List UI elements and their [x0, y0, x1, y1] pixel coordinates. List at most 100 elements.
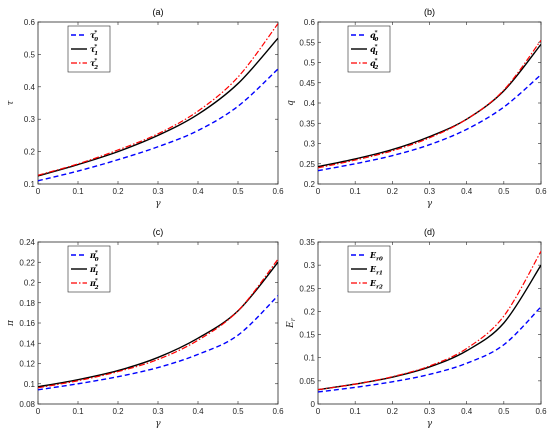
y-tick-label: 0.6: [24, 18, 36, 27]
legend-label: Er2: [369, 278, 383, 291]
x-tick-label: 0.5: [498, 187, 510, 196]
x-tick-label: 0.6: [272, 187, 284, 196]
y-tick-label: 0: [311, 400, 316, 409]
y-tick-label: 0.12: [19, 360, 35, 369]
legend-label: q* 0: [370, 30, 378, 43]
series-line-π1*: [38, 261, 278, 388]
x-tick-label: 0.2: [387, 407, 399, 416]
y-tick-label: 0.3: [304, 261, 316, 270]
legend: q* 0q* 1q* 2: [347, 25, 391, 73]
y-tick-label: 0.08: [19, 400, 35, 409]
x-tick-label: 0.5: [232, 407, 244, 416]
panel-label: (d): [424, 227, 435, 237]
series-line-Er2: [318, 250, 541, 391]
legend-label: τ* 0: [90, 30, 98, 43]
y-tick-label: 0.35: [299, 238, 315, 247]
y-tick-label: 0.5: [24, 50, 36, 59]
series-line-τ1*: [38, 37, 278, 177]
x-tick-label: 0.1: [72, 187, 84, 196]
x-tick-label: 0.4: [192, 187, 204, 196]
series-line-π2*: [38, 258, 278, 389]
x-tick-label: 0.2: [112, 187, 124, 196]
x-tick-label: 0.5: [232, 187, 244, 196]
legend-label: τ* 1: [90, 44, 98, 57]
series-line-τ0*: [38, 68, 278, 182]
y-tick-label: 0.1: [24, 180, 36, 189]
y-tick-label: 0.3: [24, 115, 36, 124]
y-tick-label: 0.24: [19, 238, 35, 247]
panel-label: (b): [424, 7, 435, 17]
chart-panel-b: (b) 0 0.1 0.2 0.3 0.4 0.5 0.6 0.2 0.25 0.3 0.35 0.4 0…: [286, 7, 547, 209]
series-line-q0*: [318, 74, 541, 172]
x-tick-label: 0.4: [461, 187, 473, 196]
y-axis-label: Er: [286, 317, 297, 329]
x-tick-label: 0.6: [535, 407, 547, 416]
y-tick-label: 0.14: [19, 339, 35, 348]
x-tick-label: 0.6: [272, 407, 284, 416]
series-line-Er0: [318, 306, 541, 393]
panel-label: (c): [153, 227, 164, 237]
x-axis-label: γ: [427, 199, 433, 209]
legend-label: τ* 2: [90, 58, 98, 71]
y-tick-label: 0.45: [299, 79, 315, 88]
y-axis-label: τ: [6, 99, 16, 105]
y-tick-label: 0.3: [304, 140, 316, 149]
x-tick-label: 0: [36, 407, 41, 416]
y-tick-label: 0.2: [304, 307, 316, 316]
legend-label: π* 2: [89, 278, 99, 291]
x-tick-label: 0.3: [424, 407, 436, 416]
legend-label: Er1: [369, 264, 383, 277]
x-axis-label: γ: [155, 419, 161, 429]
y-axis-label: q: [286, 100, 296, 106]
y-tick-label: 0.4: [24, 83, 36, 92]
y-tick-label: 0.55: [299, 38, 315, 47]
y-tick-label: 0.4: [304, 99, 316, 108]
y-tick-label: 0.2: [24, 279, 36, 288]
x-tick-label: 0.5: [498, 407, 510, 416]
x-tick-label: 0.2: [387, 187, 399, 196]
x-tick-label: 0: [36, 187, 41, 196]
x-axis-label: γ: [155, 199, 161, 209]
y-tick-label: 0.16: [19, 319, 35, 328]
legend-label: q* 2: [370, 58, 378, 71]
legend: π* 0π* 1π* 2: [67, 245, 111, 293]
y-tick-label: 0.22: [19, 258, 35, 267]
x-tick-label: 0.1: [72, 407, 84, 416]
x-tick-label: 0.4: [461, 407, 473, 416]
x-tick-label: 0: [316, 407, 321, 416]
x-tick-label: 0.2: [112, 407, 124, 416]
y-tick-label: 0.35: [299, 119, 315, 128]
y-tick-label: 0.25: [299, 160, 315, 169]
y-tick-label: 0.6: [304, 18, 316, 27]
x-tick-label: 0.3: [424, 187, 436, 196]
y-tick-label: 0.1: [304, 354, 316, 363]
x-tick-label: 0.4: [192, 407, 204, 416]
series-line-τ2*: [38, 23, 278, 176]
y-tick-label: 0.25: [299, 284, 315, 293]
chart-panel-d: (d) 0 0.1 0.2 0.3 0.4 0.5 0.6 0 0.05 0.1 0.15 0.2 0.2…: [286, 227, 547, 429]
x-tick-label: 0: [316, 187, 321, 196]
series-line-π0*: [38, 295, 278, 391]
x-tick-label: 0.3: [152, 407, 164, 416]
series-line-q2*: [318, 39, 541, 169]
chart-panel-a: (a)0 0.1 0.2 0.3 0.4 0.5 0.60.10.20.30.40.50.6…: [6, 7, 284, 209]
x-tick-label: 0.1: [350, 407, 362, 416]
x-axis-label: γ: [427, 419, 433, 429]
x-tick-label: 0.6: [535, 187, 547, 196]
y-tick-label: 0.1: [24, 380, 36, 389]
y-axis-label: π: [6, 319, 16, 327]
y-tick-label: 0.2: [304, 180, 316, 189]
legend-label: q* 1: [370, 44, 378, 57]
y-tick-label: 0.5: [304, 59, 316, 68]
x-tick-label: 0.3: [152, 187, 164, 196]
legend-label: π* 1: [89, 264, 99, 277]
y-tick-label: 0.15: [299, 331, 315, 340]
y-tick-label: 0.2: [24, 148, 36, 157]
chart-panel-c: (c) 0 0.1 0.2 0.3 0.4 0.5 0.6 0.08 0.1 0.12 0.14 0.1…: [6, 227, 284, 429]
x-tick-label: 0.1: [350, 187, 362, 196]
legend-label: π* 0: [89, 250, 99, 263]
panel-label: (a): [153, 7, 164, 17]
y-tick-label: 0.18: [19, 299, 35, 308]
